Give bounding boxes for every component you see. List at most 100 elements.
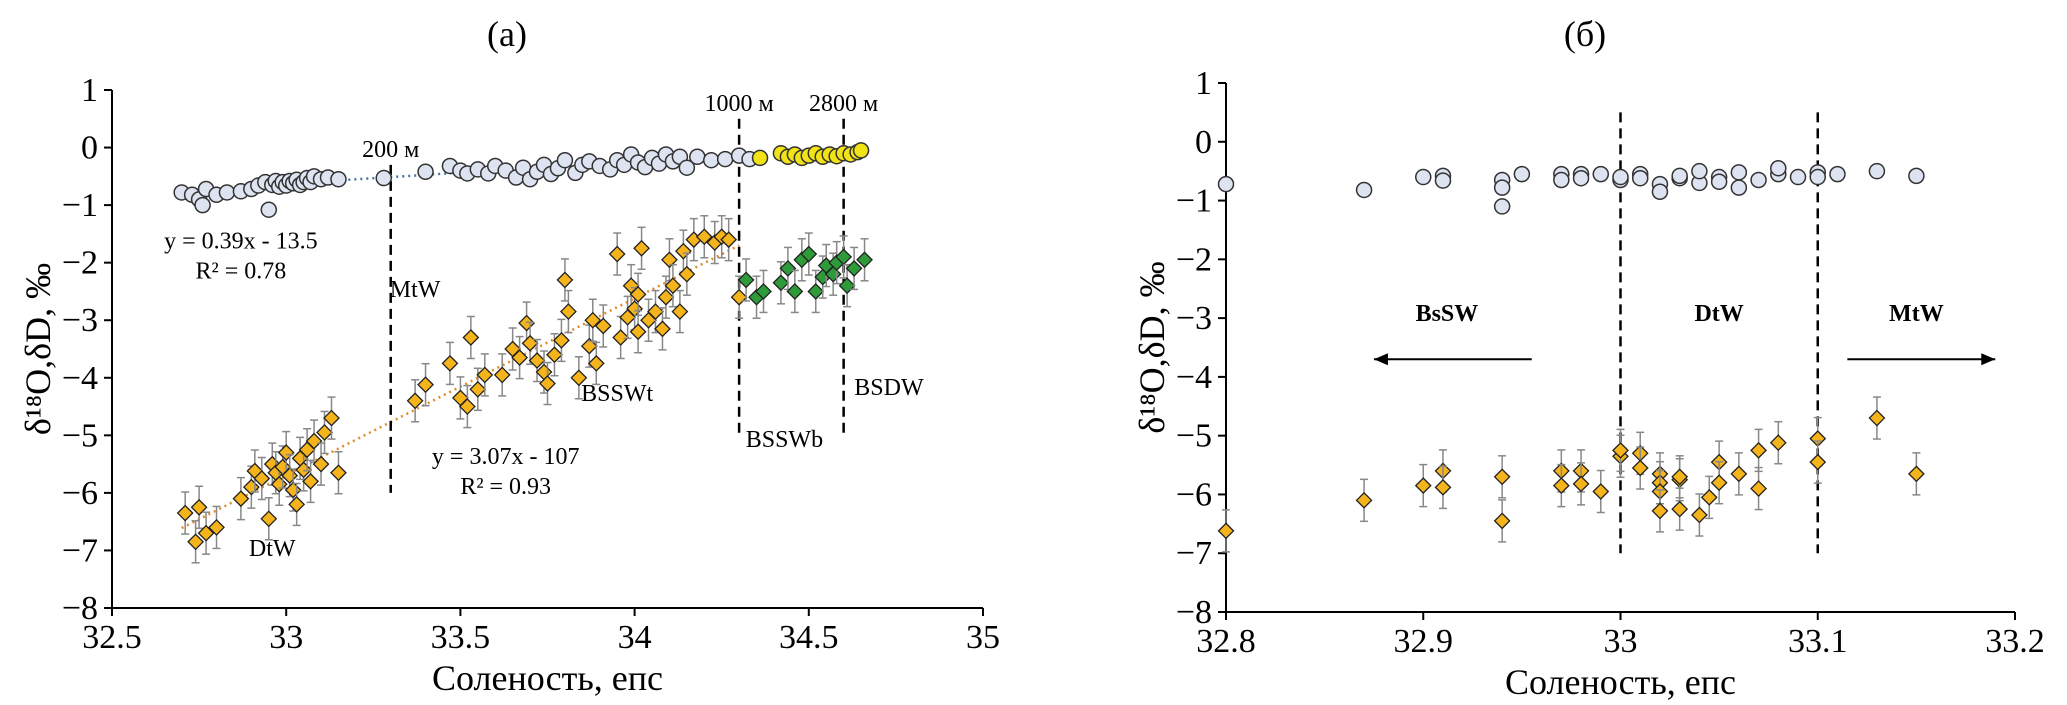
data-point-circle <box>1553 171 1570 189</box>
data-point-diamond <box>629 323 647 341</box>
data-point-diamond <box>1612 441 1629 459</box>
x-tick-label: 33.5 <box>431 619 491 656</box>
data-point-circle <box>852 142 870 159</box>
data-point-circle <box>1809 168 1826 186</box>
y-tick-label: −4 <box>62 360 98 397</box>
data-point-diamond <box>1769 434 1787 452</box>
data-point-diamond <box>1730 465 1748 483</box>
y-axis-title: δ¹⁸O,δD, ‰ <box>18 263 58 435</box>
y-tick-label: −3 <box>62 302 98 339</box>
data-point-diamond <box>730 288 748 306</box>
data-point-circle <box>702 151 720 169</box>
data-point-circle <box>1750 171 1767 189</box>
x-tick-label: 33 <box>269 619 303 656</box>
data-point-circle <box>1592 165 1610 183</box>
data-point-diamond <box>553 331 570 349</box>
y-tick-label: −7 <box>1176 535 1212 572</box>
data-point-circle <box>218 184 236 201</box>
x-tick-label: 33 <box>1604 623 1638 660</box>
regression-r2: R² = 0.78 <box>196 258 287 284</box>
panel-label: (б) <box>1564 14 1606 54</box>
data-point-diamond <box>1750 480 1767 497</box>
x-tick-label: 32.8 <box>1196 623 1256 660</box>
data-point-diamond <box>608 245 626 263</box>
depth-label: 2800 м <box>809 91 878 117</box>
data-point-diamond <box>323 409 340 427</box>
data-point-diamond <box>316 424 333 441</box>
data-point-diamond <box>462 329 480 346</box>
data-point-circle <box>1868 162 1886 180</box>
data-point-diamond <box>1907 465 1925 483</box>
data-point-diamond <box>528 352 546 369</box>
y-tick-label: −3 <box>1176 300 1212 337</box>
data-point-diamond <box>654 320 671 338</box>
y-tick-label: −6 <box>1176 476 1212 513</box>
data-point-diamond <box>657 288 675 306</box>
data-point-diamond <box>1434 478 1452 496</box>
x-tick-label: 33.1 <box>1788 623 1848 660</box>
y-tick-label: 0 <box>1195 124 1212 161</box>
y-tick-label: −2 <box>1176 241 1212 278</box>
data-point-diamond <box>1690 506 1708 524</box>
y-tick-label: −5 <box>1176 418 1212 455</box>
y-tick-label: −5 <box>62 417 98 454</box>
data-point-circle <box>1730 164 1748 181</box>
data-point-circle <box>1829 165 1846 183</box>
data-point-diamond <box>800 245 818 263</box>
data-point-diamond <box>518 314 536 332</box>
regression-r2: R² = 0.93 <box>460 474 551 500</box>
data-point-diamond <box>1592 483 1610 500</box>
data-point-circle <box>1355 181 1373 199</box>
data-point-diamond <box>584 311 602 329</box>
data-point-diamond <box>260 510 278 528</box>
data-point-diamond <box>695 228 713 246</box>
water-mass-label: BsSW <box>1416 301 1479 327</box>
data-point-diamond <box>1868 409 1886 427</box>
data-point-circle <box>1908 167 1925 185</box>
data-point-diamond <box>417 376 434 394</box>
x-tick-label: 34.5 <box>779 619 839 656</box>
data-point-diamond <box>1750 441 1767 459</box>
data-point-circle <box>1710 173 1728 190</box>
data-point-diamond <box>1631 459 1649 477</box>
data-point-diamond <box>856 251 873 269</box>
data-point-diamond <box>305 432 323 450</box>
y-tick-label: −6 <box>62 475 98 512</box>
x-tick-label: 33.2 <box>1985 623 2045 660</box>
y-tick-label: −8 <box>1176 594 1212 631</box>
data-point-circle <box>375 169 393 187</box>
regression-equation: y = 3.07x - 107 <box>432 444 580 470</box>
data-point-diamond <box>720 231 738 249</box>
data-point-circle <box>1493 198 1511 215</box>
data-point-diamond <box>253 470 271 487</box>
x-tick-label: 35 <box>966 619 1000 656</box>
data-point-diamond <box>469 380 487 398</box>
data-point-diamond <box>594 317 612 335</box>
data-point-diamond <box>197 524 215 542</box>
chart-panel-a: (а) 32.5 33 33.5 34 34.5 35 1 0 −1 −2 −3 −4 −5 −6 −7 −8 С… <box>18 14 1000 698</box>
chart-panel-b: (б) 32.8 32.9 33 33.1 33.2 1 0 −1 −2 −3 −4 −5 −6 −7 −8 С… <box>1132 14 2045 702</box>
water-mass-label: MtW <box>1889 301 1944 327</box>
data-point-diamond <box>570 369 588 387</box>
data-point-circle <box>1770 159 1787 177</box>
data-point-diamond <box>671 303 689 321</box>
data-point-circle <box>417 163 434 180</box>
data-point-diamond <box>1651 502 1669 520</box>
y-tick-label: 1 <box>81 72 98 109</box>
data-point-diamond <box>187 533 205 551</box>
data-point-diamond <box>737 271 755 289</box>
data-point-diamond <box>587 354 605 372</box>
direction-arrow-head <box>1373 353 1388 366</box>
water-mass-label: BSSWb <box>746 427 823 453</box>
data-point-diamond <box>1414 477 1432 495</box>
data-point-diamond <box>302 472 320 490</box>
y-tick-label: −2 <box>62 245 98 282</box>
direction-arrow-head <box>1981 353 1996 366</box>
data-point-diamond <box>661 251 678 269</box>
data-point-diamond <box>493 366 511 384</box>
data-point-diamond <box>845 260 863 277</box>
data-point-diamond <box>1217 522 1235 540</box>
x-axis-title: Соленость, епс <box>1505 662 1736 702</box>
data-point-diamond <box>664 277 682 295</box>
